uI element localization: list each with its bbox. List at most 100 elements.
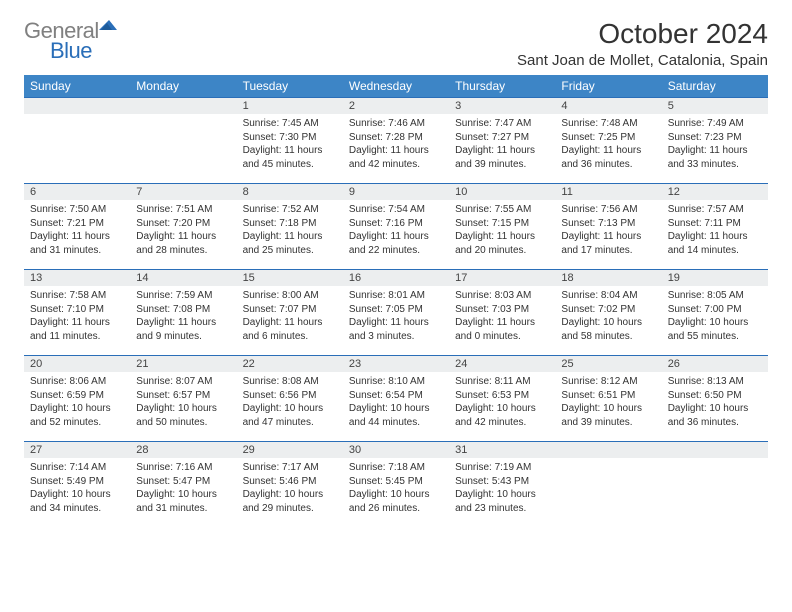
calendar-cell: 20Sunrise: 8:06 AMSunset: 6:59 PMDayligh… xyxy=(24,355,130,441)
weekday-header: Monday xyxy=(130,75,236,97)
day-number: 2 xyxy=(343,97,449,114)
day-number: 7 xyxy=(130,183,236,200)
empty-day xyxy=(24,97,130,114)
calendar-cell xyxy=(662,441,768,527)
day-details: Sunrise: 8:00 AMSunset: 7:07 PMDaylight:… xyxy=(237,286,343,347)
calendar-cell: 11Sunrise: 7:56 AMSunset: 7:13 PMDayligh… xyxy=(555,183,661,269)
day-number: 19 xyxy=(662,269,768,286)
calendar-cell: 24Sunrise: 8:11 AMSunset: 6:53 PMDayligh… xyxy=(449,355,555,441)
day-details: Sunrise: 7:52 AMSunset: 7:18 PMDaylight:… xyxy=(237,200,343,261)
calendar-cell: 14Sunrise: 7:59 AMSunset: 7:08 PMDayligh… xyxy=(130,269,236,355)
empty-day xyxy=(130,97,236,114)
day-details: Sunrise: 7:47 AMSunset: 7:27 PMDaylight:… xyxy=(449,114,555,175)
calendar-cell: 26Sunrise: 8:13 AMSunset: 6:50 PMDayligh… xyxy=(662,355,768,441)
calendar-cell: 18Sunrise: 8:04 AMSunset: 7:02 PMDayligh… xyxy=(555,269,661,355)
day-details: Sunrise: 7:50 AMSunset: 7:21 PMDaylight:… xyxy=(24,200,130,261)
day-details: Sunrise: 8:08 AMSunset: 6:56 PMDaylight:… xyxy=(237,372,343,433)
day-details: Sunrise: 7:57 AMSunset: 7:11 PMDaylight:… xyxy=(662,200,768,261)
calendar-cell xyxy=(130,97,236,183)
calendar-body: 1Sunrise: 7:45 AMSunset: 7:30 PMDaylight… xyxy=(24,97,768,527)
day-number: 31 xyxy=(449,441,555,458)
calendar-week-row: 13Sunrise: 7:58 AMSunset: 7:10 PMDayligh… xyxy=(24,269,768,355)
day-details: Sunrise: 7:18 AMSunset: 5:45 PMDaylight:… xyxy=(343,458,449,519)
day-number: 14 xyxy=(130,269,236,286)
calendar-cell: 29Sunrise: 7:17 AMSunset: 5:46 PMDayligh… xyxy=(237,441,343,527)
calendar-cell: 13Sunrise: 7:58 AMSunset: 7:10 PMDayligh… xyxy=(24,269,130,355)
day-number: 30 xyxy=(343,441,449,458)
calendar-cell: 28Sunrise: 7:16 AMSunset: 5:47 PMDayligh… xyxy=(130,441,236,527)
location-line: Sant Joan de Mollet, Catalonia, Spain xyxy=(517,52,768,69)
weekday-header-row: SundayMondayTuesdayWednesdayThursdayFrid… xyxy=(24,75,768,97)
header-row: General Blue October 2024 Sant Joan de M… xyxy=(24,18,768,69)
day-details: Sunrise: 7:17 AMSunset: 5:46 PMDaylight:… xyxy=(237,458,343,519)
calendar-cell: 25Sunrise: 8:12 AMSunset: 6:51 PMDayligh… xyxy=(555,355,661,441)
calendar-cell: 17Sunrise: 8:03 AMSunset: 7:03 PMDayligh… xyxy=(449,269,555,355)
logo-text-block: General Blue xyxy=(24,18,117,64)
day-number: 5 xyxy=(662,97,768,114)
logo: General Blue xyxy=(24,18,117,64)
day-number: 11 xyxy=(555,183,661,200)
day-number: 25 xyxy=(555,355,661,372)
calendar-cell: 23Sunrise: 8:10 AMSunset: 6:54 PMDayligh… xyxy=(343,355,449,441)
day-number: 24 xyxy=(449,355,555,372)
calendar-cell: 3Sunrise: 7:47 AMSunset: 7:27 PMDaylight… xyxy=(449,97,555,183)
day-number: 27 xyxy=(24,441,130,458)
day-number: 23 xyxy=(343,355,449,372)
weekday-header: Thursday xyxy=(449,75,555,97)
calendar-cell: 10Sunrise: 7:55 AMSunset: 7:15 PMDayligh… xyxy=(449,183,555,269)
day-number: 15 xyxy=(237,269,343,286)
month-title: October 2024 xyxy=(517,18,768,50)
calendar-cell: 7Sunrise: 7:51 AMSunset: 7:20 PMDaylight… xyxy=(130,183,236,269)
day-details: Sunrise: 8:12 AMSunset: 6:51 PMDaylight:… xyxy=(555,372,661,433)
day-number: 18 xyxy=(555,269,661,286)
day-details: Sunrise: 7:46 AMSunset: 7:28 PMDaylight:… xyxy=(343,114,449,175)
calendar-week-row: 27Sunrise: 7:14 AMSunset: 5:49 PMDayligh… xyxy=(24,441,768,527)
day-number: 28 xyxy=(130,441,236,458)
day-number: 9 xyxy=(343,183,449,200)
calendar-cell: 12Sunrise: 7:57 AMSunset: 7:11 PMDayligh… xyxy=(662,183,768,269)
day-number: 1 xyxy=(237,97,343,114)
day-details: Sunrise: 8:13 AMSunset: 6:50 PMDaylight:… xyxy=(662,372,768,433)
day-details: Sunrise: 8:05 AMSunset: 7:00 PMDaylight:… xyxy=(662,286,768,347)
calendar-cell xyxy=(24,97,130,183)
calendar-cell: 31Sunrise: 7:19 AMSunset: 5:43 PMDayligh… xyxy=(449,441,555,527)
weekday-header: Saturday xyxy=(662,75,768,97)
day-details: Sunrise: 8:11 AMSunset: 6:53 PMDaylight:… xyxy=(449,372,555,433)
day-number: 13 xyxy=(24,269,130,286)
day-details: Sunrise: 7:51 AMSunset: 7:20 PMDaylight:… xyxy=(130,200,236,261)
day-details: Sunrise: 7:59 AMSunset: 7:08 PMDaylight:… xyxy=(130,286,236,347)
calendar-cell: 8Sunrise: 7:52 AMSunset: 7:18 PMDaylight… xyxy=(237,183,343,269)
day-details: Sunrise: 7:58 AMSunset: 7:10 PMDaylight:… xyxy=(24,286,130,347)
day-number: 3 xyxy=(449,97,555,114)
day-number: 22 xyxy=(237,355,343,372)
day-number: 20 xyxy=(24,355,130,372)
day-number: 21 xyxy=(130,355,236,372)
day-details: Sunrise: 7:45 AMSunset: 7:30 PMDaylight:… xyxy=(237,114,343,175)
weekday-header: Sunday xyxy=(24,75,130,97)
empty-day xyxy=(555,441,661,458)
calendar-cell: 15Sunrise: 8:00 AMSunset: 7:07 PMDayligh… xyxy=(237,269,343,355)
day-details: Sunrise: 8:06 AMSunset: 6:59 PMDaylight:… xyxy=(24,372,130,433)
day-details: Sunrise: 7:14 AMSunset: 5:49 PMDaylight:… xyxy=(24,458,130,519)
calendar-cell: 1Sunrise: 7:45 AMSunset: 7:30 PMDaylight… xyxy=(237,97,343,183)
calendar-cell: 4Sunrise: 7:48 AMSunset: 7:25 PMDaylight… xyxy=(555,97,661,183)
calendar-table: SundayMondayTuesdayWednesdayThursdayFrid… xyxy=(24,75,768,527)
calendar-cell: 22Sunrise: 8:08 AMSunset: 6:56 PMDayligh… xyxy=(237,355,343,441)
day-number: 12 xyxy=(662,183,768,200)
day-details: Sunrise: 8:04 AMSunset: 7:02 PMDaylight:… xyxy=(555,286,661,347)
day-number: 26 xyxy=(662,355,768,372)
calendar-week-row: 1Sunrise: 7:45 AMSunset: 7:30 PMDaylight… xyxy=(24,97,768,183)
calendar-cell: 6Sunrise: 7:50 AMSunset: 7:21 PMDaylight… xyxy=(24,183,130,269)
calendar-cell: 2Sunrise: 7:46 AMSunset: 7:28 PMDaylight… xyxy=(343,97,449,183)
logo-word-2: Blue xyxy=(50,38,117,64)
day-number: 4 xyxy=(555,97,661,114)
calendar-cell: 9Sunrise: 7:54 AMSunset: 7:16 PMDaylight… xyxy=(343,183,449,269)
weekday-header: Wednesday xyxy=(343,75,449,97)
calendar-cell: 21Sunrise: 8:07 AMSunset: 6:57 PMDayligh… xyxy=(130,355,236,441)
calendar-cell xyxy=(555,441,661,527)
day-details: Sunrise: 8:10 AMSunset: 6:54 PMDaylight:… xyxy=(343,372,449,433)
day-details: Sunrise: 8:01 AMSunset: 7:05 PMDaylight:… xyxy=(343,286,449,347)
title-block: October 2024 Sant Joan de Mollet, Catalo… xyxy=(517,18,768,69)
calendar-cell: 30Sunrise: 7:18 AMSunset: 5:45 PMDayligh… xyxy=(343,441,449,527)
day-details: Sunrise: 7:19 AMSunset: 5:43 PMDaylight:… xyxy=(449,458,555,519)
